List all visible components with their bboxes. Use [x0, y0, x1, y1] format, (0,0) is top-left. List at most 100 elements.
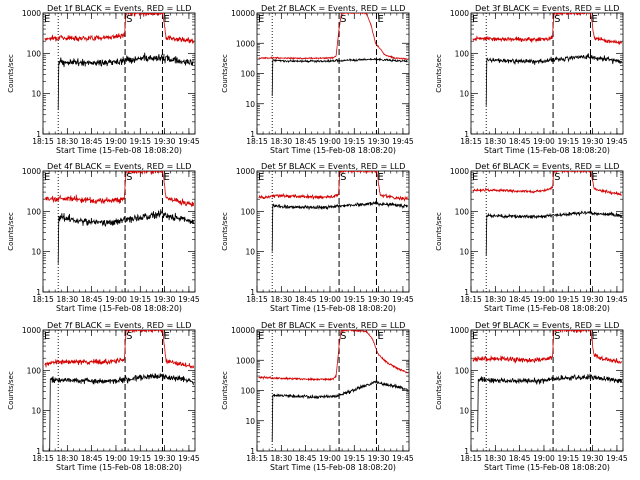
x-tick-label: 19:45 [392, 137, 414, 146]
y-tick-label: 1000 [450, 326, 469, 335]
x-tick-label: 19:15 [557, 454, 579, 463]
x-tick-label: 18:30 [271, 137, 293, 146]
edge-label: E [44, 172, 50, 183]
x-tick-label: 18:45 [295, 137, 317, 146]
y-tick-label: 100 [27, 49, 42, 58]
x-tick-label: 19:15 [343, 454, 365, 463]
x-tick-label: 19:45 [606, 454, 628, 463]
x-tick-label: 19:30 [582, 295, 604, 304]
y-tick-label: 10 [245, 100, 255, 109]
y-tick-label: 1 [36, 130, 41, 139]
x-tick-label: 19:00 [105, 137, 127, 146]
plot-frame [470, 170, 624, 293]
edge-label: E [258, 331, 264, 342]
lld-series-line [44, 330, 194, 369]
y-tick-label: 10 [245, 417, 255, 426]
y-tick-label: 1000 [22, 326, 41, 335]
x-tick-label: 19:45 [392, 295, 414, 304]
panel-det-1: Det 1f BLACK = Events, RED = LLD 1 10 100 10… [7, 3, 200, 155]
x-tick-label: 18:15 [246, 137, 268, 146]
edge-label: E [472, 331, 478, 342]
panel-det-9: Det 9f BLACK = Events, RED = LLD 1 10 100 10… [435, 320, 628, 472]
y-tick-label: 100 [455, 366, 470, 375]
marker-label-s: S [554, 331, 560, 342]
x-tick-label: 19:15 [129, 295, 151, 304]
y-tick-label: 100 [455, 49, 470, 58]
chart-title: Det 4f BLACK = Events, RED = LLD [47, 161, 191, 171]
y-tick-label: 100 [241, 207, 256, 216]
x-tick-label: 18:15 [460, 295, 482, 304]
x-axis-label: Start Time (15-Feb-08 18:08:20) [484, 146, 610, 155]
x-axis-label: Start Time (15-Feb-08 18:08:20) [56, 304, 182, 313]
x-tick-label: 18:30 [485, 295, 507, 304]
x-tick-label: 18:45 [295, 454, 317, 463]
y-axis-label: Counts/sec [7, 212, 15, 251]
x-tick-label: 18:45 [509, 295, 531, 304]
x-tick-label: 18:45 [81, 295, 103, 304]
events-series-line [271, 380, 408, 442]
marker-label-s: S [126, 172, 132, 183]
x-tick-label: 19:30 [154, 454, 176, 463]
lld-series-line [258, 171, 408, 202]
y-tick-label: 1 [36, 288, 41, 297]
x-tick-label: 19:15 [343, 295, 365, 304]
x-tick-label: 19:00 [319, 295, 341, 304]
y-tick-label: 10 [31, 248, 41, 257]
marker-label-e: E [591, 14, 597, 25]
lld-series-line [44, 171, 194, 208]
x-tick-label: 18:30 [271, 454, 293, 463]
edge-label: E [258, 172, 264, 183]
y-tick-label: 1000 [236, 356, 255, 365]
x-tick-label: 18:30 [57, 137, 79, 146]
panel-det-2: Det 2f BLACK = Events, RED = LLD 1 10 100 10… [221, 3, 414, 155]
events-series-line [49, 372, 194, 451]
y-tick-label: 100 [27, 207, 42, 216]
lld-series-line [472, 171, 622, 196]
x-tick-label: 19:30 [582, 137, 604, 146]
x-tick-label: 18:15 [460, 454, 482, 463]
plot-frame [470, 329, 624, 452]
x-tick-label: 18:15 [32, 454, 54, 463]
x-tick-label: 19:00 [533, 137, 555, 146]
y-tick-label: 1000 [236, 39, 255, 48]
plot-frame [42, 329, 196, 452]
x-tick-label: 19:45 [178, 454, 200, 463]
x-tick-label: 19:00 [105, 295, 127, 304]
x-axis-label: Start Time (15-Feb-08 18:08:20) [56, 463, 182, 472]
x-tick-label: 19:15 [129, 137, 151, 146]
x-tick-label: 18:30 [57, 454, 79, 463]
y-axis-label: Counts/sec [7, 54, 15, 93]
x-axis-label: Start Time (15-Feb-08 18:08:20) [270, 146, 396, 155]
y-tick-label: 10 [245, 248, 255, 257]
y-tick-label: 1000 [22, 9, 41, 18]
x-tick-label: 19:30 [154, 295, 176, 304]
x-tick-label: 18:30 [271, 295, 293, 304]
events-series-line [485, 53, 622, 106]
edge-label: E [44, 14, 50, 25]
x-tick-label: 19:45 [606, 295, 628, 304]
y-axis-label: Counts/sec [221, 371, 229, 410]
edge-label: E [472, 172, 478, 183]
y-tick-label: 1 [250, 130, 255, 139]
plot-frame [470, 12, 624, 135]
y-tick-label: 1 [464, 130, 469, 139]
panel-det-7: Det 7f BLACK = Events, RED = LLD 1 10 100 10… [7, 320, 200, 472]
x-tick-label: 19:15 [557, 137, 579, 146]
marker-label-e: E [591, 172, 597, 183]
y-tick-label: 1000 [450, 167, 469, 176]
y-tick-label: 100 [241, 70, 256, 79]
panel-det-5: Det 5f BLACK = Events, RED = LLD 1 10 100 10… [221, 161, 414, 313]
y-axis-label: Counts/sec [435, 212, 443, 251]
marker-label-e: E [163, 172, 169, 183]
x-tick-label: 18:15 [460, 137, 482, 146]
x-tick-label: 18:45 [509, 454, 531, 463]
y-tick-label: 1000 [450, 9, 469, 18]
marker-label-s: S [340, 172, 346, 183]
y-tick-label: 1 [464, 288, 469, 297]
marker-label-e: E [163, 14, 169, 25]
chart-title: Det 3f BLACK = Events, RED = LLD [475, 3, 619, 13]
y-tick-label: 100 [241, 387, 256, 396]
chart-title: Det 6f BLACK = Events, RED = LLD [475, 161, 619, 171]
y-axis-label: Counts/sec [221, 212, 229, 251]
plot-frame [256, 329, 410, 452]
